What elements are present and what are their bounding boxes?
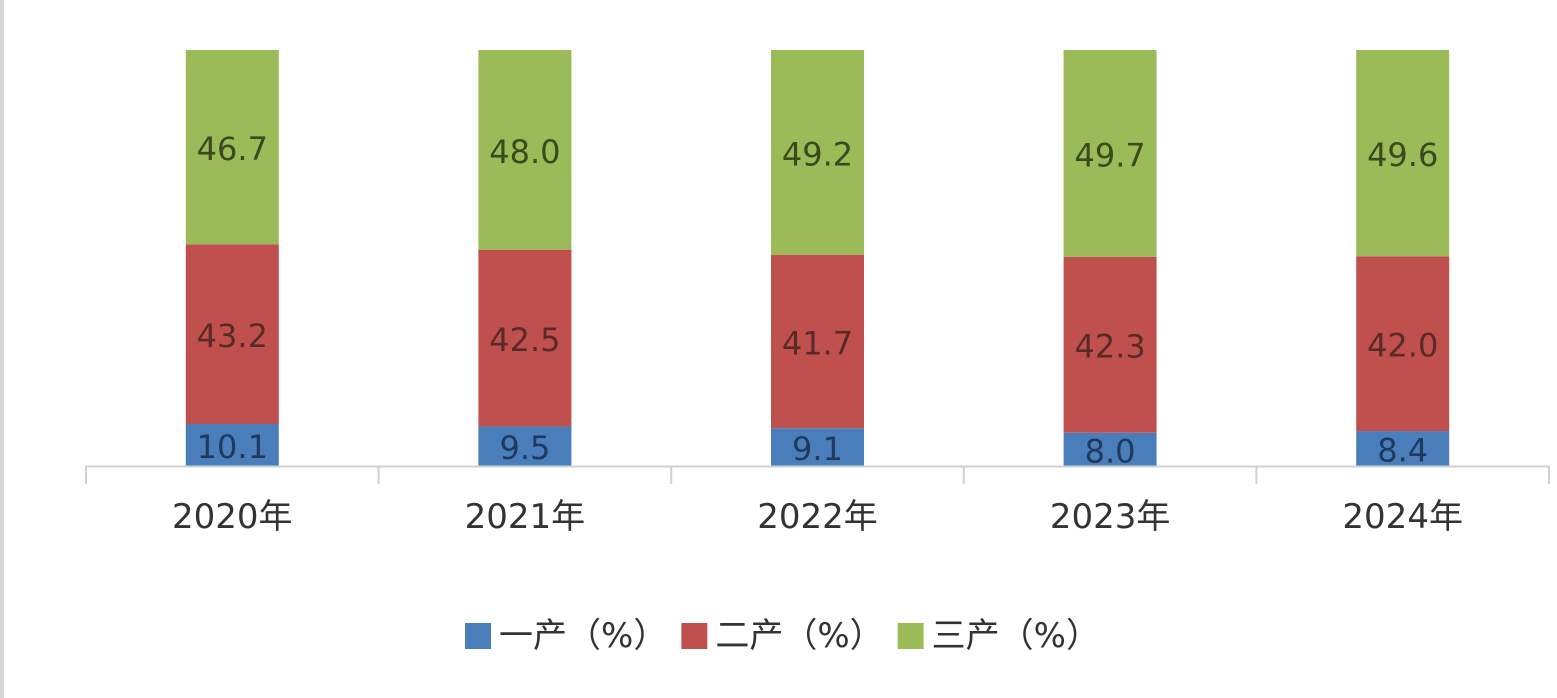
bar-3-1 [185, 50, 279, 245]
x-tick-label: 2023年 [1050, 497, 1171, 537]
bar-1-2 [478, 426, 572, 466]
data-label: 9.1 [792, 430, 843, 468]
legend-item: 三产（%） [897, 616, 1100, 656]
data-label: 42.0 [1367, 327, 1438, 365]
legend: 一产（%） 二产（%） 三产（%） [465, 616, 1100, 656]
data-label: 46.7 [197, 130, 268, 168]
legend-swatch [681, 623, 708, 649]
bar-2-1 [185, 244, 279, 424]
bar-3-4 [1063, 50, 1157, 257]
bar-2-5 [1356, 256, 1450, 432]
bar-1-4 [1063, 432, 1157, 466]
data-label: 42.5 [489, 321, 560, 359]
x-tick-label: 2024年 [1342, 497, 1463, 537]
plot-area: 10.1 43.2 46.7 9.5 42.5 48.0 9.1 41.7 49.2 8.0 42.… [185, 50, 1450, 470]
legend-swatch [897, 623, 924, 649]
bar-2-2 [478, 249, 572, 427]
data-label: 43.2 [197, 317, 268, 355]
x-tick-label: 2022年 [757, 497, 878, 537]
legend-label: 一产（%） [499, 616, 667, 656]
legend-label: 三产（%） [932, 616, 1100, 656]
legend-item: 一产（%） [465, 616, 667, 656]
data-label: 49.2 [782, 135, 853, 173]
data-label: 42.3 [1074, 328, 1145, 366]
x-tick-label: 2020年 [172, 497, 293, 537]
data-label: 9.5 [499, 429, 550, 467]
bar-1-5 [1356, 431, 1450, 466]
legend-label: 二产（%） [715, 616, 883, 656]
bar-3-3 [771, 50, 864, 255]
bar-3-5 [1356, 50, 1450, 257]
stacked-bar-chart: 10.1 43.2 46.7 9.5 42.5 48.0 9.1 41.7 49.2 8.0 42.… [85, 50, 1550, 656]
data-label: 41.7 [782, 324, 853, 362]
x-tick-label: 2021年 [465, 497, 586, 537]
bar-1-3 [771, 428, 864, 466]
data-label: 48.0 [489, 133, 560, 171]
data-label: 8.4 [1377, 432, 1428, 470]
bar-3-2 [478, 50, 572, 250]
data-label: 8.0 [1085, 432, 1136, 470]
legend-item: 二产（%） [681, 616, 884, 656]
data-label: 49.7 [1074, 136, 1145, 174]
data-label: 49.6 [1367, 136, 1438, 174]
bar-2-3 [771, 254, 864, 429]
bar-1-1 [185, 423, 279, 466]
data-label: 10.1 [197, 428, 268, 466]
bar-2-4 [1063, 256, 1157, 433]
legend-swatch [465, 623, 492, 649]
x-axis: 2020年 2021年 2022年 2023年 2024年 [85, 465, 1550, 537]
